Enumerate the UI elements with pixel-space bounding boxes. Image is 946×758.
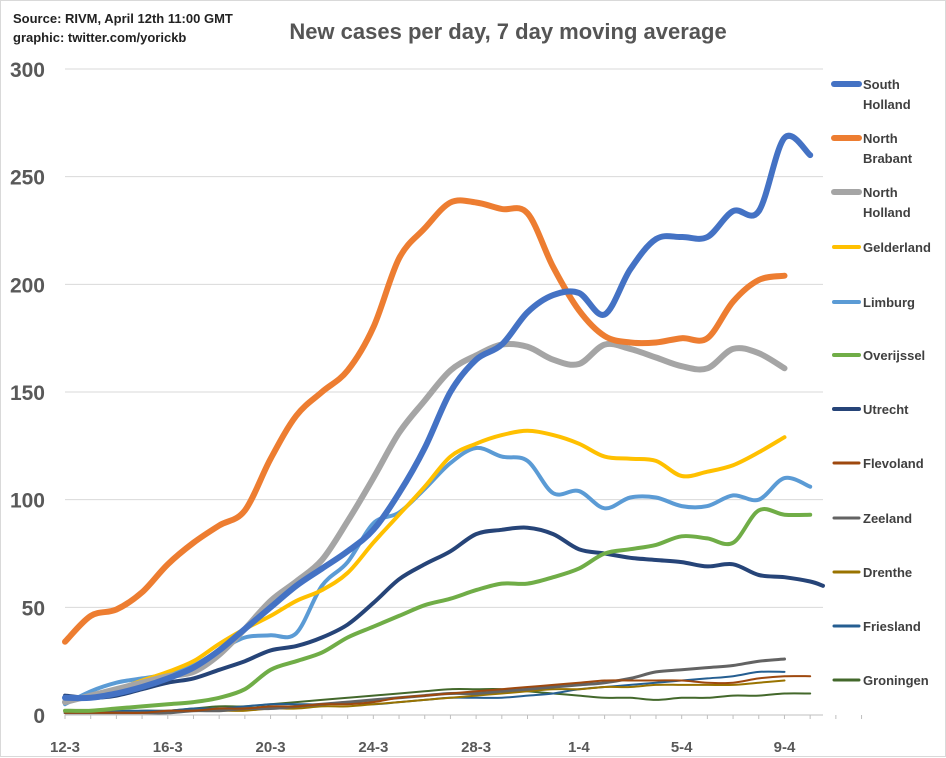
x-tick-label: 28-3 (461, 739, 491, 756)
legend-label-groningen: Groningen (863, 673, 929, 688)
x-tick-label: 16-3 (153, 739, 183, 756)
x-tick-label: 24-3 (358, 739, 388, 756)
series-line-south-holland (62, 132, 814, 702)
x-tick-label: 20-3 (256, 739, 286, 756)
legend-label-north-holland: North Holland (863, 185, 911, 220)
legend: South Holland North Brabant North Holland Geld… (831, 77, 931, 688)
y-tick-label: 150 (10, 382, 45, 405)
x-tick-label: 5-4 (671, 739, 693, 756)
series-line-north-holland (62, 340, 788, 706)
legend-label-friesland: Friesland (863, 619, 921, 634)
chart-title: New cases per day, 7 day moving average (289, 19, 726, 44)
series-lines (62, 132, 825, 715)
legend-label-drenthe: Drenthe (863, 565, 912, 580)
credit-text: graphic: twitter.com/yorickb (13, 30, 186, 45)
series-line-utrecht (63, 525, 825, 700)
y-tick-label: 250 (10, 167, 45, 190)
series-line-limburg (63, 445, 813, 707)
legend-label-zeeland: Zeeland (863, 511, 912, 526)
legend-label-south-holland: South Holland (863, 77, 911, 112)
x-tick-label: 9-4 (774, 739, 796, 756)
y-tick-label: 50 (22, 597, 45, 620)
y-tick-label: 0 (33, 705, 45, 728)
y-tick-label: 100 (10, 490, 45, 513)
legend-label-overijssel: Overijssel (863, 348, 925, 363)
x-tick-label: 12-3 (50, 739, 80, 756)
x-tick-label: 1-4 (568, 739, 590, 756)
legend-label-flevoland: Flevoland (863, 456, 924, 471)
legend-label-limburg: Limburg (863, 295, 915, 310)
y-tick-label: 200 (10, 274, 45, 297)
series-line-flevoland (64, 675, 812, 714)
legend-label-north-brabant: North Brabant (863, 131, 913, 166)
series-line-gelderland (63, 428, 787, 705)
legend-label-gelderland: Gelderland (863, 240, 931, 255)
series-line-overijssel (63, 507, 813, 713)
grid (65, 68, 823, 608)
y-tick-label: 300 (10, 59, 45, 82)
series-line-north-brabant (62, 197, 788, 645)
axes: 0 50 100 150 200 250 300 12-3 16-3 20-3 24-3 28-3 1-… (10, 59, 863, 756)
source-text: Source: RIVM, April 12th 11:00 GMT (13, 11, 233, 26)
legend-label-utrecht: Utrecht (863, 402, 909, 417)
